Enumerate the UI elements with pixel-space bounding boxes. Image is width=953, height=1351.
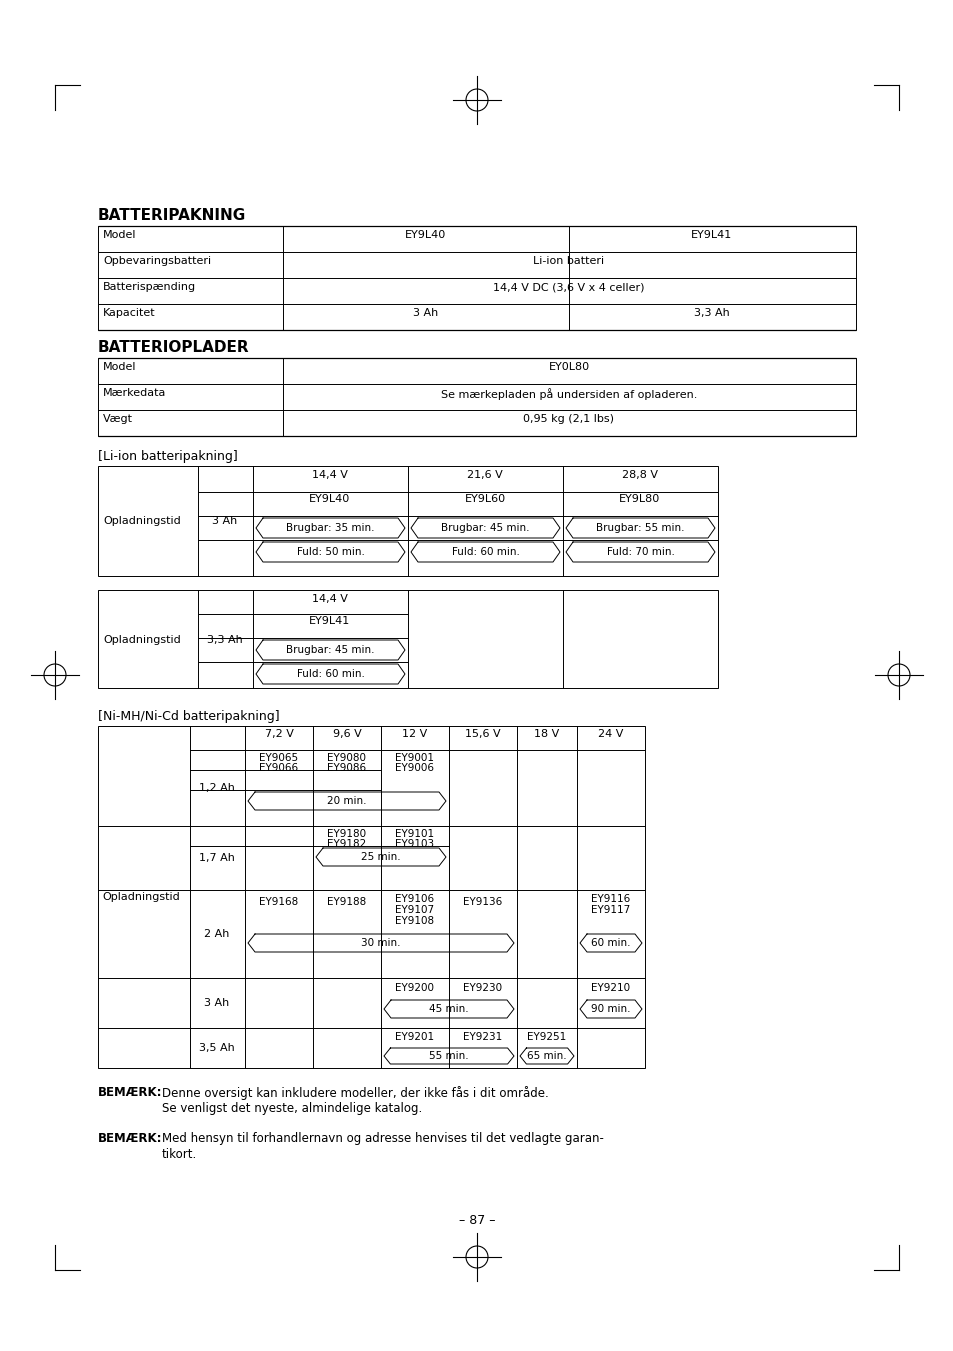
Bar [98,358,855,436]
Text: EY9108: EY9108 [395,916,435,925]
Text: EY9116: EY9116 [591,894,630,904]
Text: 3,3 Ah: 3,3 Ah [694,308,729,317]
Text: 65 min.: 65 min. [527,1051,566,1061]
Text: 25 min.: 25 min. [361,852,400,862]
Text: EY9201: EY9201 [395,1032,435,1042]
Text: 28,8 V: 28,8 V [621,470,658,480]
Text: 3,5 Ah: 3,5 Ah [199,1043,234,1052]
Text: EY9117: EY9117 [591,905,630,915]
Text: Fuld: 70 min.: Fuld: 70 min. [606,547,674,557]
Text: 3 Ah: 3 Ah [213,516,237,526]
Text: Batterispænding: Batterispænding [103,282,196,292]
Text: 15,6 V: 15,6 V [465,730,500,739]
Text: Brugbar: 45 min.: Brugbar: 45 min. [441,523,529,534]
Text: 12 V: 12 V [402,730,427,739]
Text: 2 Ah: 2 Ah [204,929,230,939]
Text: 3 Ah: 3 Ah [204,998,230,1008]
Text: Brugbar: 35 min.: Brugbar: 35 min. [286,523,375,534]
Text: EY9231: EY9231 [463,1032,502,1042]
Text: 30 min.: 30 min. [361,938,400,948]
Text: EY9103: EY9103 [395,839,435,848]
Text: EY9230: EY9230 [463,984,502,993]
Text: 0,95 kg (2,1 lbs): 0,95 kg (2,1 lbs) [523,413,614,424]
Text: BEMÆRK:: BEMÆRK: [98,1086,162,1098]
Text: Model: Model [103,230,136,240]
Text: 60 min.: 60 min. [591,938,630,948]
Text: 9,6 V: 9,6 V [333,730,361,739]
Text: EY9101: EY9101 [395,830,435,839]
Text: Med hensyn til forhandlernavn og adresse henvises til det vedlagte garan-: Med hensyn til forhandlernavn og adresse… [162,1132,603,1146]
Text: 1,2 Ah: 1,2 Ah [199,784,234,793]
Text: Se venligst det nyeste, almindelige katalog.: Se venligst det nyeste, almindelige kata… [162,1102,422,1115]
Text: BEMÆRK:: BEMÆRK: [98,1132,162,1146]
Text: [Ni-MH/Ni-Cd batteripakning]: [Ni-MH/Ni-Cd batteripakning] [98,711,279,723]
Bar [98,466,718,576]
Text: Fuld: 60 min.: Fuld: 60 min. [451,547,518,557]
Text: 7,2 V: 7,2 V [264,730,294,739]
Text: EY9006: EY9006 [395,763,434,773]
Text: tikort.: tikort. [162,1148,197,1161]
Text: Opbevaringsbatteri: Opbevaringsbatteri [103,255,211,266]
Text: Brugbar: 55 min.: Brugbar: 55 min. [596,523,684,534]
Text: EY9086: EY9086 [327,763,366,773]
Text: EY9251: EY9251 [527,1032,566,1042]
Text: Model: Model [103,362,136,372]
Text: EY9080: EY9080 [327,753,366,763]
Text: 14,4 V DC (3,6 V x 4 celler): 14,4 V DC (3,6 V x 4 celler) [493,282,644,292]
Text: EY9106: EY9106 [395,894,435,904]
Text: Opladningstid: Opladningstid [103,635,180,644]
Text: Kapacitet: Kapacitet [103,308,155,317]
Text: 14,4 V: 14,4 V [312,470,348,480]
Text: 55 min.: 55 min. [429,1051,468,1061]
Text: Li-ion batteri: Li-ion batteri [533,255,604,266]
Bar [98,590,718,688]
Text: Opladningstid: Opladningstid [102,892,179,902]
Text: EY9L60: EY9L60 [464,494,505,504]
Text: 24 V: 24 V [598,730,623,739]
Text: EY9188: EY9188 [327,897,366,907]
Text: 3,3 Ah: 3,3 Ah [207,635,243,644]
Text: 90 min.: 90 min. [591,1004,630,1015]
Text: EY9L80: EY9L80 [618,494,659,504]
Text: Denne oversigt kan inkludere modeller, der ikke fås i dit område.: Denne oversigt kan inkludere modeller, d… [162,1086,548,1100]
Text: Brugbar: 45 min.: Brugbar: 45 min. [286,644,375,655]
Text: 45 min.: 45 min. [429,1004,468,1015]
Bar [98,725,644,1069]
Text: EY0L80: EY0L80 [548,362,589,372]
Text: 14,4 V: 14,4 V [312,594,348,604]
Text: Mærkedata: Mærkedata [103,388,166,399]
Text: EY9L40: EY9L40 [405,230,446,240]
Text: 21,6 V: 21,6 V [467,470,502,480]
Text: [Li-ion batteripakning]: [Li-ion batteripakning] [98,450,237,463]
Text: 20 min.: 20 min. [327,796,366,807]
Text: EY9066: EY9066 [259,763,298,773]
Text: BATTERIPAKNING: BATTERIPAKNING [98,208,246,223]
Text: EY9180: EY9180 [327,830,366,839]
Text: EY9107: EY9107 [395,905,435,915]
Bar [98,226,855,330]
Text: EY9168: EY9168 [259,897,298,907]
Text: EY9065: EY9065 [259,753,298,763]
Text: EY9210: EY9210 [591,984,630,993]
Text: 3 Ah: 3 Ah [413,308,438,317]
Text: 18 V: 18 V [534,730,559,739]
Text: Se mærkepladen på undersiden af opladeren.: Se mærkepladen på undersiden af opladere… [440,388,697,400]
Text: – 87 –: – 87 – [458,1213,495,1227]
Text: Vægt: Vægt [103,413,132,424]
Text: EY9L41: EY9L41 [309,616,351,626]
Text: EY9L40: EY9L40 [309,494,351,504]
Text: EY9136: EY9136 [463,897,502,907]
Text: Fuld: 50 min.: Fuld: 50 min. [296,547,364,557]
Text: BATTERIOPLADER: BATTERIOPLADER [98,340,250,355]
Text: 1,7 Ah: 1,7 Ah [199,852,234,863]
Text: EY9182: EY9182 [327,839,366,848]
Text: EY9L41: EY9L41 [691,230,732,240]
Text: EY9001: EY9001 [395,753,434,763]
Text: EY9200: EY9200 [395,984,434,993]
Text: Opladningstid: Opladningstid [103,516,180,526]
Text: Fuld: 60 min.: Fuld: 60 min. [296,669,364,680]
